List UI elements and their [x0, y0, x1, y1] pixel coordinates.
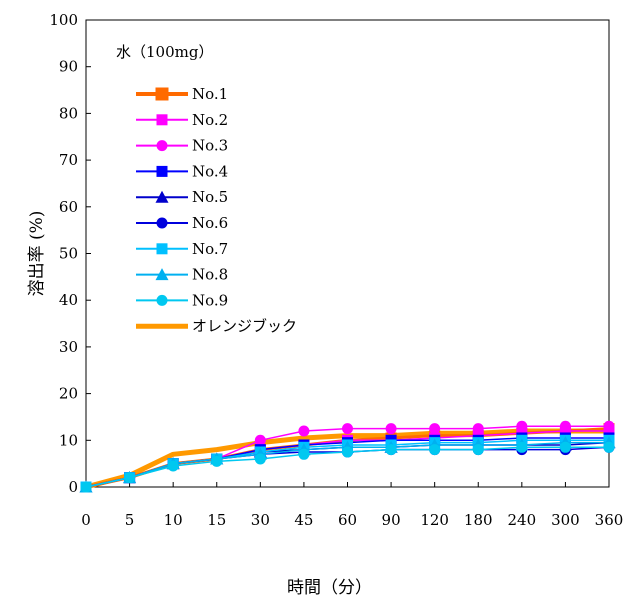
x-tick-label: 90	[382, 511, 401, 529]
legend-label: No.1	[192, 85, 228, 103]
y-tick-label: 50	[59, 245, 78, 263]
data-point	[429, 423, 441, 435]
legend-entry: No.4	[136, 162, 228, 180]
y-tick-label: 0	[68, 478, 78, 496]
data-point	[472, 444, 484, 456]
labels-layer: 0 10 20 30 40 50 60 70 80 90 100 0 5 10 15 30 45 60 90 120 1…	[27, 11, 623, 598]
legend-swatch-marker	[155, 268, 169, 281]
data-point	[254, 434, 266, 446]
legend-swatch-marker	[156, 217, 168, 229]
legend-entry: No.1	[136, 85, 228, 103]
x-tick-label: 360	[595, 511, 624, 529]
y-tick-label: 90	[59, 58, 78, 76]
series-layer	[79, 420, 616, 493]
data-point	[429, 444, 441, 456]
data-point	[298, 425, 310, 437]
series-8	[80, 441, 615, 493]
data-point	[385, 423, 397, 435]
data-point	[472, 423, 484, 435]
legend-swatch-marker	[156, 114, 168, 126]
x-tick-label: 10	[164, 511, 183, 529]
y-axis-title: 溶出率 (%)	[27, 211, 47, 297]
x-tick-label: 5	[125, 511, 135, 529]
x-tick-label: 60	[338, 511, 357, 529]
legend: 水（100mg） No.1 No.2 No.3 No.4 No.5 No.6 No.7 No.8…	[116, 43, 297, 335]
data-point	[603, 420, 615, 432]
y-tick-label: 80	[59, 104, 78, 122]
x-tick-label: 120	[420, 511, 449, 529]
legend-label: No.5	[192, 188, 228, 206]
y-tick-label: 40	[59, 291, 78, 309]
legend-label: No.3	[192, 137, 228, 155]
y-tick-label: 60	[59, 198, 78, 216]
legend-label: No.7	[192, 240, 228, 258]
legend-entry: No.9	[136, 291, 228, 309]
data-point	[516, 420, 528, 432]
legend-entry: No.3	[136, 137, 228, 155]
legend-label: No.9	[192, 291, 228, 309]
legend-label: オレンジブック	[192, 317, 297, 335]
data-point	[559, 420, 571, 432]
legend-entry: No.8	[136, 266, 228, 284]
legend-entry: No.6	[136, 214, 228, 232]
data-point	[80, 481, 92, 493]
legend-entry: No.2	[136, 111, 228, 129]
y-tick-label: 20	[59, 385, 78, 403]
x-tick-label: 0	[81, 511, 91, 529]
data-point	[342, 423, 353, 435]
y-tick-label: 100	[49, 11, 78, 29]
data-point	[211, 455, 223, 467]
y-tick-label: 10	[59, 431, 78, 449]
legend-swatch-marker	[155, 190, 169, 203]
data-point	[559, 441, 571, 453]
legend-entry: No.7	[136, 240, 228, 258]
legend-label: No.2	[192, 111, 228, 129]
x-tick-label: 15	[207, 511, 226, 529]
y-tick-label: 70	[59, 151, 78, 169]
data-point	[603, 441, 615, 453]
x-tick-label: 45	[294, 511, 313, 529]
legend-entry: オレンジブック	[136, 317, 297, 335]
data-point	[124, 472, 136, 484]
legend-title: 水（100mg）	[116, 43, 213, 61]
x-tick-label: 240	[508, 511, 537, 529]
x-tick-label: 30	[251, 511, 270, 529]
x-tick-label: 180	[464, 511, 493, 529]
data-point	[298, 448, 310, 460]
data-point	[516, 441, 528, 453]
x-axis-title: 時間（分）	[287, 578, 372, 598]
data-point	[167, 460, 179, 472]
legend-entry: No.5	[136, 188, 228, 206]
legend-label: No.8	[192, 266, 228, 284]
data-point	[385, 444, 397, 456]
legend-swatch-marker	[156, 294, 168, 306]
x-tick-label: 300	[551, 511, 580, 529]
legend-swatch-marker	[156, 243, 168, 255]
legend-swatch-marker	[155, 87, 169, 101]
legend-label: No.4	[192, 162, 228, 180]
legend-label: No.6	[192, 214, 228, 232]
data-point	[342, 446, 353, 458]
legend-swatch-marker	[156, 140, 168, 152]
legend-swatch-marker	[156, 165, 168, 177]
data-point	[254, 453, 266, 465]
y-tick-label: 30	[59, 338, 78, 356]
